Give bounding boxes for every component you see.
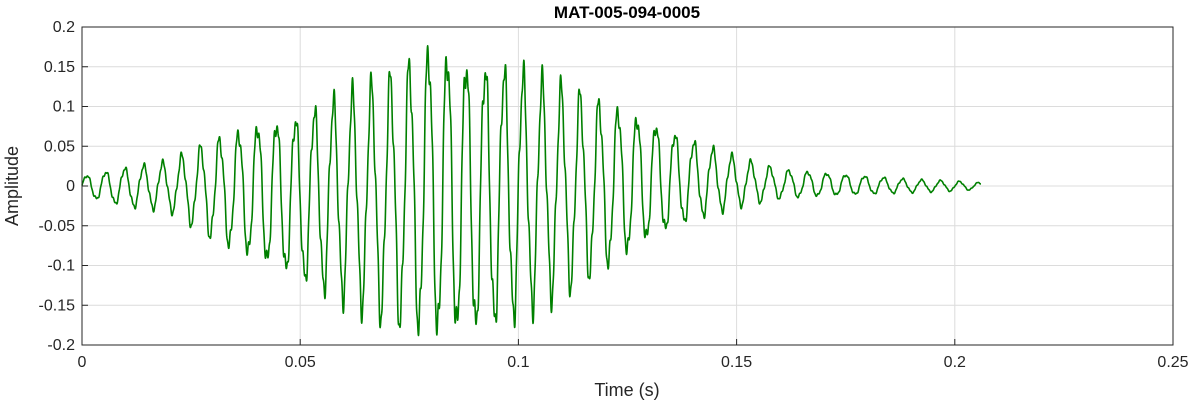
x-tick-label: 0.05 xyxy=(285,354,316,371)
x-tick-label: 0.15 xyxy=(721,354,752,371)
x-tick-label: 0 xyxy=(78,354,87,371)
x-axis-label: Time (s) xyxy=(594,380,659,400)
chart-title: MAT-005-094-0005 xyxy=(554,3,700,22)
y-tick-label: -0.2 xyxy=(47,337,75,354)
y-axis-label: Amplitude xyxy=(2,146,22,226)
y-tick-label: -0.05 xyxy=(39,218,76,235)
x-axis-ticks: 0 0.05 0.1 0.15 0.2 0.25 xyxy=(78,339,1189,371)
series-line xyxy=(81,45,982,337)
y-axis-ticks: 0.2 0.15 0.1 0.05 0 -0.05 -0.1 -0.15 -0.2 xyxy=(39,19,88,354)
y-tick-label: 0 xyxy=(66,178,75,195)
x-tick-label: 0.2 xyxy=(944,354,966,371)
y-tick-label: 0.05 xyxy=(44,138,75,155)
y-tick-label: 0.15 xyxy=(44,59,75,76)
y-tick-label: -0.15 xyxy=(39,297,76,314)
x-tick-label: 0.1 xyxy=(507,354,529,371)
x-tick-label: 0.25 xyxy=(1157,354,1188,371)
y-tick-label: 0.2 xyxy=(53,19,75,36)
y-tick-label: -0.1 xyxy=(47,258,75,275)
y-tick-label: 0.1 xyxy=(53,99,75,116)
